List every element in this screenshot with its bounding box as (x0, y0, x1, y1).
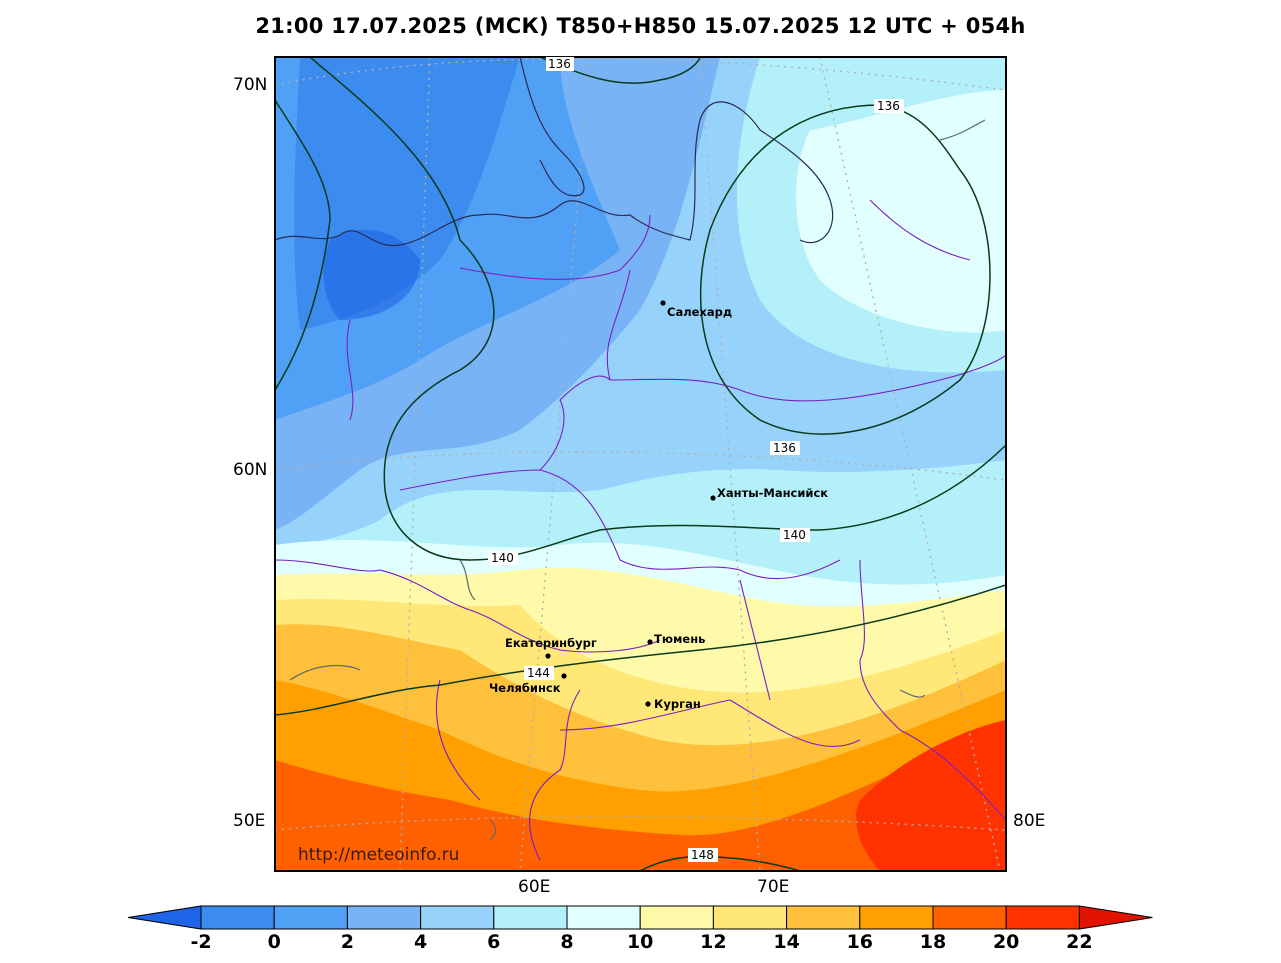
band-20-22 (856, 720, 1006, 871)
colorbar-tick-label: 14 (773, 931, 800, 953)
contour-label: 136 (773, 441, 796, 455)
colorbar-tick-label: 0 (267, 931, 281, 953)
colorbar-segments (127, 905, 1153, 930)
city-dot-chelyabinsk (561, 673, 567, 679)
city-label-khanty-mansiysk: Ханты-Мансийск (717, 486, 828, 500)
city-label-yekaterinburg: Екатеринбург (505, 636, 597, 650)
city-markers: Салехард Ханты-Мансийск Екатеринбург Тюм… (489, 300, 828, 711)
website-watermark: http://meteoinfo.ru (298, 845, 460, 865)
city-label-salekhard: Салехард (667, 305, 732, 319)
colorbar-tick-label: -2 (190, 931, 212, 953)
colorbar-tick-label: 18 (919, 931, 947, 953)
contour-label: 136 (548, 57, 571, 71)
colorbar-segment (273, 905, 348, 930)
colorbar-tick-label: 12 (700, 931, 727, 953)
admin-borders (275, 199, 1006, 861)
band-18-20 (275, 720, 1006, 871)
grid-lines (275, 57, 1006, 871)
lon-label-60e: 60E (518, 877, 551, 897)
colorbar-segment (493, 905, 568, 930)
colorbar-tick-label: 20 (992, 931, 1020, 953)
map-title: 21:00 17.07.2025 (МСК) T850+H850 15.07.2… (255, 14, 1026, 38)
city-label-tyumen: Тюмень (654, 632, 705, 646)
colorbar-tick-label: 4 (413, 931, 428, 953)
coastline (275, 101, 834, 247)
colorbar-tick-label: 22 (1066, 931, 1093, 953)
coastline-peninsula (519, 57, 585, 197)
colorbar-segment (200, 905, 275, 930)
contour-label: 140 (783, 528, 806, 542)
colorbar-segment (639, 905, 714, 930)
colorbar-segment (712, 905, 788, 930)
lat-label-60n: 60N (233, 460, 268, 480)
contour-label: 148 (691, 848, 714, 862)
city-dot-tyumen (647, 639, 653, 645)
contour-labels: 136 136 136 140 140 144 148 (488, 57, 904, 862)
colorbar-segment (932, 905, 1007, 930)
colorbar-extend-low (127, 905, 202, 930)
band-cold-core (323, 229, 420, 320)
contour-label: 144 (527, 666, 550, 680)
colorbar-segment (566, 905, 641, 930)
contour-label: 140 (491, 551, 514, 565)
colorbar-tick-label: 8 (560, 931, 574, 953)
colorbar-extend-high (1078, 905, 1153, 930)
city-dot-salekhard (660, 300, 666, 306)
colorbar-tick-label: 2 (340, 931, 354, 953)
colorbar-tick-label: 16 (846, 931, 874, 953)
city-dot-yekaterinburg (545, 653, 551, 659)
lon-label-80e: 80E (1013, 811, 1046, 831)
colorbar-segment (420, 905, 495, 930)
colorbar-segment (346, 905, 422, 930)
rivers-lakes (289, 119, 986, 841)
colorbar-tick-label: 6 (487, 931, 501, 953)
map-frame (274, 56, 1007, 872)
lon-label-50e: 50E (233, 811, 266, 831)
lon-label-70e: 70E (757, 877, 790, 897)
city-dot-khanty-mansiysk (710, 495, 716, 501)
contour-label: 136 (877, 99, 900, 113)
lat-label-70n: 70N (233, 75, 268, 95)
colorbar-segment (786, 905, 861, 930)
colorbar-tick-label: 10 (626, 931, 654, 953)
city-label-kurgan: Курган (654, 697, 701, 711)
city-dot-kurgan (645, 701, 651, 707)
band-8-10-north (796, 90, 1006, 333)
city-label-chelyabinsk: Челябинск (489, 681, 561, 695)
colorbar-segment (859, 905, 934, 930)
colorbar-segment (1005, 905, 1080, 930)
height-contours (275, 57, 1006, 871)
